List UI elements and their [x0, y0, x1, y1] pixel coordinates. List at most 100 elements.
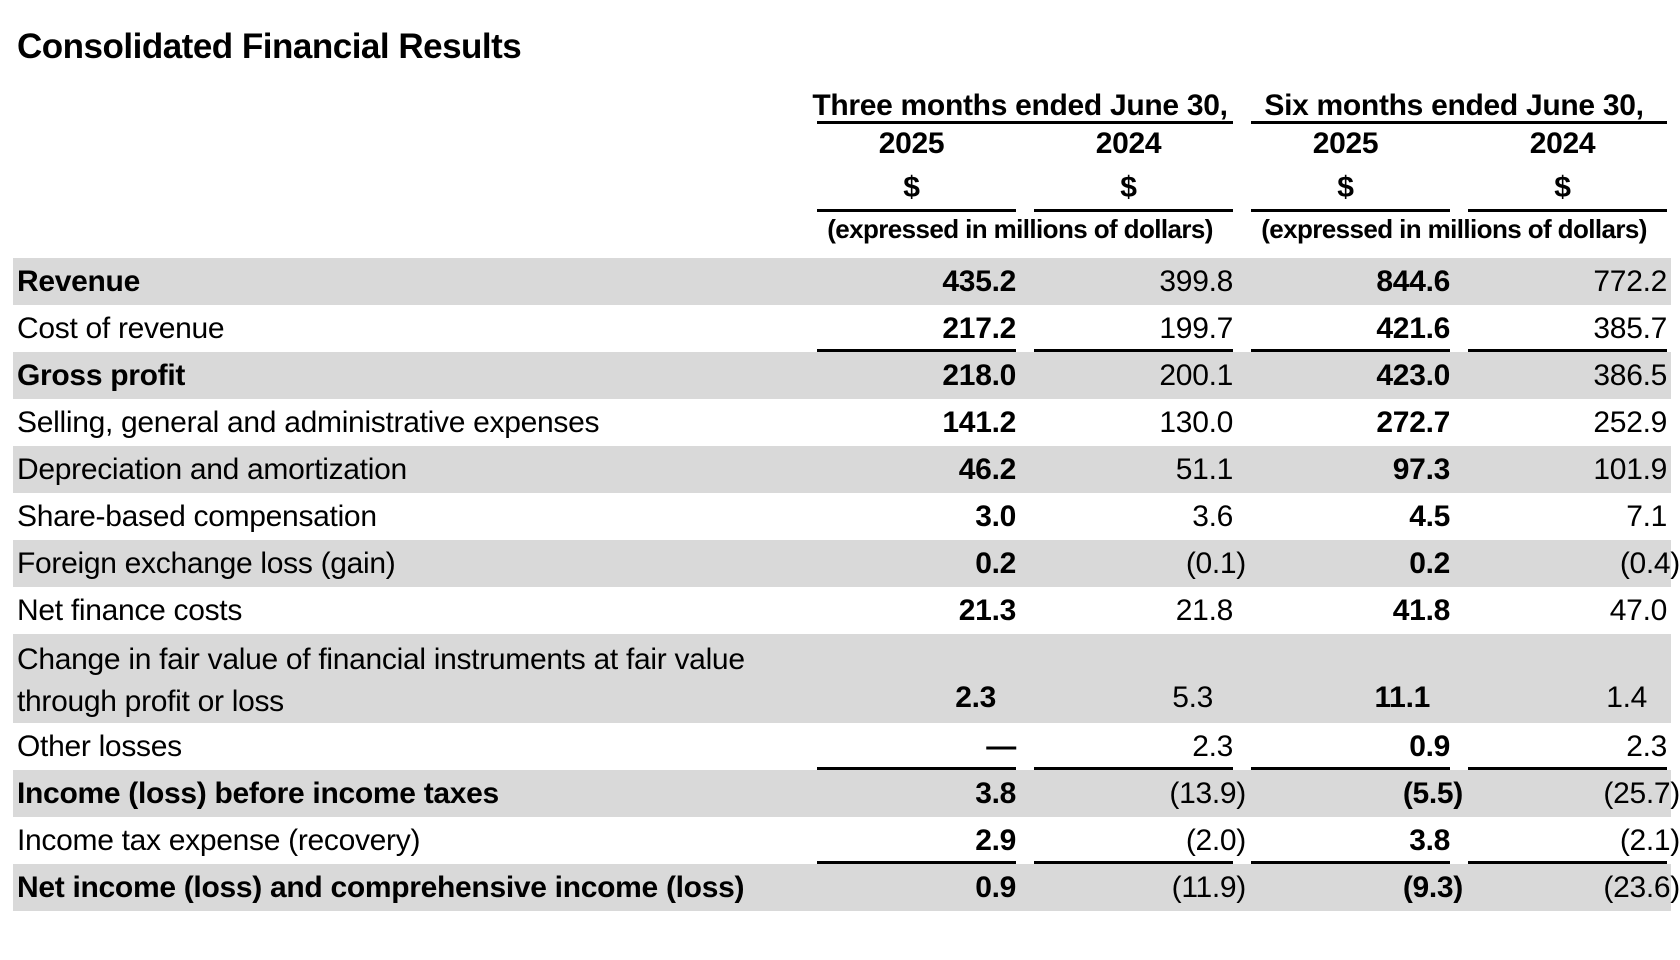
- row-label: Net finance costs: [17, 593, 243, 627]
- cell-value: —: [986, 729, 1016, 763]
- cell-value: 5.3: [1172, 681, 1213, 714]
- cell-value: 435.2: [942, 264, 1016, 298]
- row-label: Depreciation and amortization: [17, 452, 407, 486]
- value-six-months-2025: 41.8: [1237, 587, 1454, 634]
- cell-value: 3.8: [975, 776, 1016, 810]
- currency-symbol: $: [1237, 164, 1454, 212]
- table-row: Share-based compensation 3.0 3.6 4.5 7.1: [13, 493, 1671, 540]
- value-six-months-2024: 385.7: [1454, 305, 1671, 352]
- cell-value: 0.9: [975, 870, 1016, 904]
- value-three-months-2024: 5.3: [1000, 634, 1217, 723]
- cell-value: (25.7): [1603, 776, 1680, 810]
- currency-symbol: $: [803, 164, 1020, 212]
- cell-value: 217.2: [942, 311, 1016, 345]
- cell-value: 2.3: [1626, 729, 1667, 763]
- cell-value: 141.2: [942, 405, 1016, 439]
- cell-value: 97.3: [1392, 452, 1451, 486]
- cell-value: 46.2: [958, 452, 1017, 486]
- cell-value: 0.2: [1409, 546, 1450, 580]
- year-header-three-months-2025: 2025: [878, 127, 945, 160]
- value-six-months-2024: (23.6): [1454, 864, 1680, 911]
- row-label: Cost of revenue: [17, 311, 225, 345]
- value-three-months-2025: 0.9: [803, 864, 1020, 911]
- cell-value: 0.9: [1409, 729, 1450, 763]
- table-row: Revenue 435.2 399.8 844.6 772.2: [13, 258, 1671, 305]
- value-six-months-2025: 11.1: [1217, 634, 1434, 723]
- table-row: Foreign exchange loss (gain) 0.2 (0.1) 0…: [13, 540, 1680, 587]
- value-three-months-2024: 3.6: [1020, 493, 1237, 540]
- cell-value: (0.1): [1185, 546, 1246, 580]
- table-row: Depreciation and amortization 46.2 51.1 …: [13, 446, 1671, 493]
- column-group-six-months: Six months ended June 30,: [1237, 88, 1671, 124]
- table-row: Change in fair value of financial instru…: [13, 634, 1671, 723]
- table-header-years: 2025 2024 2025 2024: [13, 124, 1671, 164]
- value-six-months-2024: (2.1): [1454, 817, 1680, 864]
- cell-value: 2.9: [975, 823, 1016, 857]
- header-spacer: [13, 212, 803, 258]
- cell-value: (5.5): [1402, 776, 1463, 810]
- row-label: Change in fair value of financial instru…: [17, 643, 745, 718]
- table-body: Revenue 435.2 399.8 844.6 772.2 Cost of …: [13, 258, 1680, 911]
- cell-value: (2.0): [1185, 823, 1246, 857]
- value-three-months-2024: 130.0: [1020, 399, 1237, 446]
- row-label: Other losses: [17, 729, 182, 763]
- cell-value: 421.6: [1376, 311, 1450, 345]
- column-group-three-months: Three months ended June 30,: [803, 88, 1237, 124]
- cell-value: 101.9: [1593, 452, 1667, 486]
- row-label: Selling, general and administrative expe…: [17, 405, 600, 439]
- value-six-months-2024: 101.9: [1454, 446, 1671, 493]
- column-group-label: Six months ended June 30,: [1264, 89, 1644, 122]
- value-three-months-2025: 2.3: [783, 634, 1000, 723]
- value-three-months-2025: 21.3: [803, 587, 1020, 634]
- value-six-months-2025: (5.5): [1237, 770, 1463, 817]
- value-three-months-2024: 200.1: [1020, 352, 1237, 399]
- table-row: Gross profit 218.0 200.1 423.0 386.5: [13, 352, 1671, 399]
- value-six-months-2025: 0.9: [1237, 723, 1454, 770]
- cell-value: 423.0: [1376, 358, 1450, 392]
- value-three-months-2025: 435.2: [803, 258, 1020, 305]
- value-three-months-2025: 0.2: [803, 540, 1020, 587]
- value-six-months-2025: (9.3): [1237, 864, 1463, 911]
- value-six-months-2024: (0.4): [1454, 540, 1680, 587]
- cell-value: 21.3: [958, 593, 1017, 627]
- value-six-months-2025: 844.6: [1237, 258, 1454, 305]
- row-label: Foreign exchange loss (gain): [17, 546, 396, 580]
- table-row: Selling, general and administrative expe…: [13, 399, 1671, 446]
- table-row: Income tax expense (recovery) 2.9 (2.0) …: [13, 817, 1680, 864]
- value-three-months-2024: 399.8: [1020, 258, 1237, 305]
- value-three-months-2025: —: [803, 723, 1020, 770]
- cell-value: 386.5: [1593, 358, 1667, 392]
- cell-value: 0.2: [975, 546, 1016, 580]
- page-title: Consolidated Financial Results: [17, 27, 522, 66]
- cell-value: 3.6: [1192, 499, 1233, 533]
- row-label: Income tax expense (recovery): [17, 823, 421, 857]
- year-header-six-months-2024: 2024: [1529, 127, 1596, 160]
- cell-value: 4.5: [1409, 499, 1450, 533]
- cell-value: (23.6): [1603, 870, 1680, 904]
- table-row: Cost of revenue 217.2 199.7 421.6 385.7: [13, 305, 1671, 352]
- table-row: Income (loss) before income taxes 3.8 (1…: [13, 770, 1680, 817]
- value-three-months-2025: 3.0: [803, 493, 1020, 540]
- value-six-months-2025: 423.0: [1237, 352, 1454, 399]
- row-label: Net income (loss) and comprehensive inco…: [17, 870, 745, 904]
- cell-value: 1.4: [1606, 681, 1647, 714]
- table-row: Other losses — 2.3 0.9 2.3: [13, 723, 1671, 770]
- value-six-months-2024: 772.2: [1454, 258, 1671, 305]
- cell-value: 844.6: [1376, 264, 1450, 298]
- value-three-months-2025: 218.0: [803, 352, 1020, 399]
- value-six-months-2025: 97.3: [1237, 446, 1454, 493]
- cell-value: (0.4): [1619, 546, 1680, 580]
- value-six-months-2024: 7.1: [1454, 493, 1671, 540]
- cell-value: 11.1: [1374, 681, 1430, 714]
- table-header-groups: Three months ended June 30, Six months e…: [13, 88, 1671, 124]
- cell-value: 2.3: [955, 681, 996, 714]
- value-six-months-2025: 4.5: [1237, 493, 1454, 540]
- value-three-months-2024: (13.9): [1020, 770, 1246, 817]
- row-label: Revenue: [17, 264, 140, 298]
- cell-value: (2.1): [1619, 823, 1680, 857]
- value-six-months-2024: 252.9: [1454, 399, 1671, 446]
- cell-value: 47.0: [1609, 593, 1668, 627]
- value-three-months-2025: 141.2: [803, 399, 1020, 446]
- value-three-months-2024: 2.3: [1020, 723, 1237, 770]
- value-six-months-2025: 0.2: [1237, 540, 1454, 587]
